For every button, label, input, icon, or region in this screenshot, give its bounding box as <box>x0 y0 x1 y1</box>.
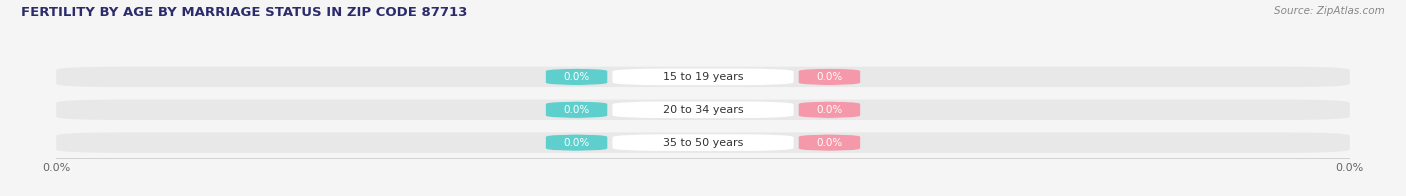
FancyBboxPatch shape <box>56 67 1350 87</box>
FancyBboxPatch shape <box>56 100 1350 120</box>
Text: 15 to 19 years: 15 to 19 years <box>662 72 744 82</box>
Text: 0.0%: 0.0% <box>564 72 589 82</box>
Text: 0.0%: 0.0% <box>564 105 589 115</box>
FancyBboxPatch shape <box>613 69 793 85</box>
Text: 0.0%: 0.0% <box>817 72 842 82</box>
FancyBboxPatch shape <box>546 101 607 118</box>
Text: 20 to 34 years: 20 to 34 years <box>662 105 744 115</box>
FancyBboxPatch shape <box>56 132 1350 153</box>
FancyBboxPatch shape <box>546 134 607 151</box>
FancyBboxPatch shape <box>799 69 860 85</box>
Text: Source: ZipAtlas.com: Source: ZipAtlas.com <box>1274 6 1385 16</box>
FancyBboxPatch shape <box>613 134 793 151</box>
FancyBboxPatch shape <box>613 101 793 118</box>
FancyBboxPatch shape <box>546 69 607 85</box>
Text: 0.0%: 0.0% <box>817 138 842 148</box>
FancyBboxPatch shape <box>799 134 860 151</box>
FancyBboxPatch shape <box>799 101 860 118</box>
Text: 35 to 50 years: 35 to 50 years <box>662 138 744 148</box>
Text: 0.0%: 0.0% <box>817 105 842 115</box>
Text: 0.0%: 0.0% <box>564 138 589 148</box>
Text: FERTILITY BY AGE BY MARRIAGE STATUS IN ZIP CODE 87713: FERTILITY BY AGE BY MARRIAGE STATUS IN Z… <box>21 6 467 19</box>
